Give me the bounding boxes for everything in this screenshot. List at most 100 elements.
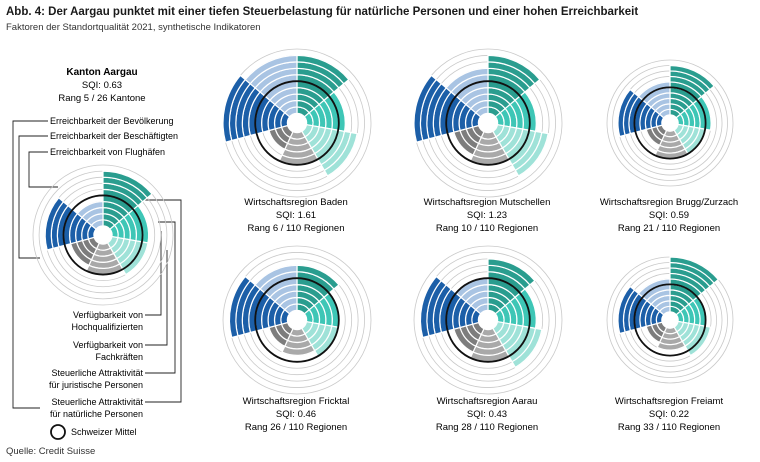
center-hole xyxy=(94,226,112,244)
polar-chart-baden xyxy=(222,48,372,198)
sector-segment xyxy=(656,340,686,351)
sector-segment xyxy=(617,285,636,335)
label-fachkraefte-1: Verfügbarkeit von xyxy=(73,340,143,350)
baden-rank: Rang 6 / 110 Regionen xyxy=(247,223,344,234)
polar-chart-aarau xyxy=(413,245,563,395)
sector-segment xyxy=(296,54,350,85)
mutschellen-sqi: SQI: 1.23 xyxy=(467,210,507,221)
label-natuerlich-1: Steuerliche Attraktivität xyxy=(51,397,143,407)
label-beschaeftigte: Erreichbarkeit der Beschäftigten xyxy=(50,131,178,141)
freiamt-sqi: SQI: 0.22 xyxy=(649,409,689,420)
label-fachkraefte-2: Fachkräften xyxy=(95,352,143,362)
brugg-rank: Rang 21 / 110 Regionen xyxy=(618,223,720,234)
sector-hochqualifiziert xyxy=(85,242,124,276)
sector-segment xyxy=(487,258,536,286)
sector-hochqualifiziert xyxy=(656,326,686,351)
sector-segment xyxy=(323,131,358,177)
mean-circle xyxy=(633,86,707,160)
sector-segment xyxy=(76,200,104,219)
label-hochqualifiziert-1: Verfügbarkeit von xyxy=(73,310,143,320)
mutschellen-rank: Rang 10 / 110 Regionen xyxy=(436,223,538,234)
sector-segment xyxy=(44,196,65,251)
sector-flughaefen xyxy=(300,123,358,177)
polar-chart-freiamt xyxy=(606,256,734,384)
sector-hochqualifiziert xyxy=(278,130,319,166)
sector-segment xyxy=(296,264,340,290)
sector-juristisch xyxy=(222,74,291,143)
sector-hochqualifiziert xyxy=(469,130,510,166)
fricktal-sqi: SQI: 0.46 xyxy=(276,409,316,420)
mean-circle xyxy=(445,277,531,363)
left-legend: Kanton Aargau SQI: 0.63 Rang 5 / 26 Kant… xyxy=(12,67,182,440)
grid-ring xyxy=(32,164,174,306)
sector-juristisch xyxy=(419,275,482,339)
sector-segment xyxy=(244,54,298,85)
center-hole xyxy=(479,114,497,132)
polar-chart-mutschellen xyxy=(413,48,563,198)
kanton-name: Kanton Aargau xyxy=(66,67,137,78)
freiamt-name: Wirtschaftsregion Freiamt xyxy=(615,396,724,407)
sector-segment xyxy=(228,275,252,339)
mean-circle xyxy=(62,194,144,276)
freiamt-rank: Rang 33 / 110 Regionen xyxy=(618,422,720,433)
sector-juristisch xyxy=(413,74,482,143)
baden-name: Wirtschaftsregion Baden xyxy=(244,197,348,208)
mean-circle xyxy=(254,80,340,166)
mean-legend-circle xyxy=(50,424,66,440)
mean-circle xyxy=(445,80,531,166)
brugg-name: Wirtschaftsregion Brugg/Zurzach xyxy=(600,197,738,208)
mean-legend-label: Schweizer Mittel xyxy=(71,427,137,437)
sector-segment xyxy=(511,327,543,369)
fricktal-rank: Rang 26 / 110 Regionen xyxy=(245,422,347,433)
mean-circle xyxy=(254,277,340,363)
center-hole xyxy=(662,312,678,328)
sector-segment xyxy=(445,67,489,93)
sector-segment xyxy=(102,170,153,199)
figure-subtitle: Faktoren der Standortqualität 2021, synt… xyxy=(6,22,261,33)
center-hole xyxy=(288,311,306,329)
center-hole xyxy=(479,311,497,329)
mutschellen-name: Wirtschaftsregion Mutschellen xyxy=(424,197,551,208)
sector-segment xyxy=(254,264,298,290)
brugg-sqi: SQI: 0.59 xyxy=(649,210,689,221)
sector-segment xyxy=(669,256,720,284)
sector-natuerlich xyxy=(76,200,104,230)
grid-ring xyxy=(413,245,563,395)
polar-chart-fricktal xyxy=(222,245,372,395)
source-note: Quelle: Credit Suisse xyxy=(6,446,96,457)
mean-circle xyxy=(633,283,707,357)
center-hole xyxy=(288,114,306,132)
sector-segment xyxy=(487,54,541,85)
polar-charts xyxy=(32,48,734,395)
sector-juristisch xyxy=(44,196,97,251)
label-juristisch-2: für juristische Personen xyxy=(49,380,143,390)
leader-lines xyxy=(12,120,182,409)
kanton-sqi: SQI: 0.63 xyxy=(82,80,122,91)
label-natuerlich-2: für natürliche Personen xyxy=(50,409,143,419)
label-flughaefen: Erreichbarkeit von Flughäfen xyxy=(50,147,165,157)
sector-natuerlich xyxy=(254,264,298,315)
fricktal-name: Wirtschaftsregion Fricktal xyxy=(243,396,350,407)
sector-segment xyxy=(419,275,443,339)
aarau-rank: Rang 28 / 110 Regionen xyxy=(436,422,538,433)
sector-juristisch xyxy=(617,285,665,335)
label-hochqualifiziert-2: Hochqualifizierten xyxy=(71,322,143,332)
label-bevoelkerung: Erreichbarkeit der Bevölkerung xyxy=(50,116,174,126)
sector-fachkraefte xyxy=(69,236,100,267)
label-juristisch-1: Steuerliche Attraktivität xyxy=(51,368,143,378)
grid-ring xyxy=(606,59,734,187)
baden-sqi: SQI: 1.61 xyxy=(276,210,316,221)
kanton-rank: Rang 5 / 26 Kantone xyxy=(58,93,145,104)
aarau-sqi: SQI: 0.43 xyxy=(467,409,507,420)
sector-segment xyxy=(413,74,438,143)
polar-chart-brugg-zurzach xyxy=(606,59,734,187)
sector-beschaeftigte xyxy=(303,292,340,328)
figure-title: Abb. 4: Der Aargau punktet mit einer tie… xyxy=(6,6,639,18)
grid-ring xyxy=(222,245,372,395)
region-captions: Wirtschaftsregion Baden SQI: 1.61 Rang 6… xyxy=(243,197,738,433)
sector-segment xyxy=(514,131,549,177)
aarau-name: Wirtschaftsregion Aarau xyxy=(437,396,538,407)
center-hole xyxy=(662,115,678,131)
sector-bevoelkerung xyxy=(669,64,715,119)
